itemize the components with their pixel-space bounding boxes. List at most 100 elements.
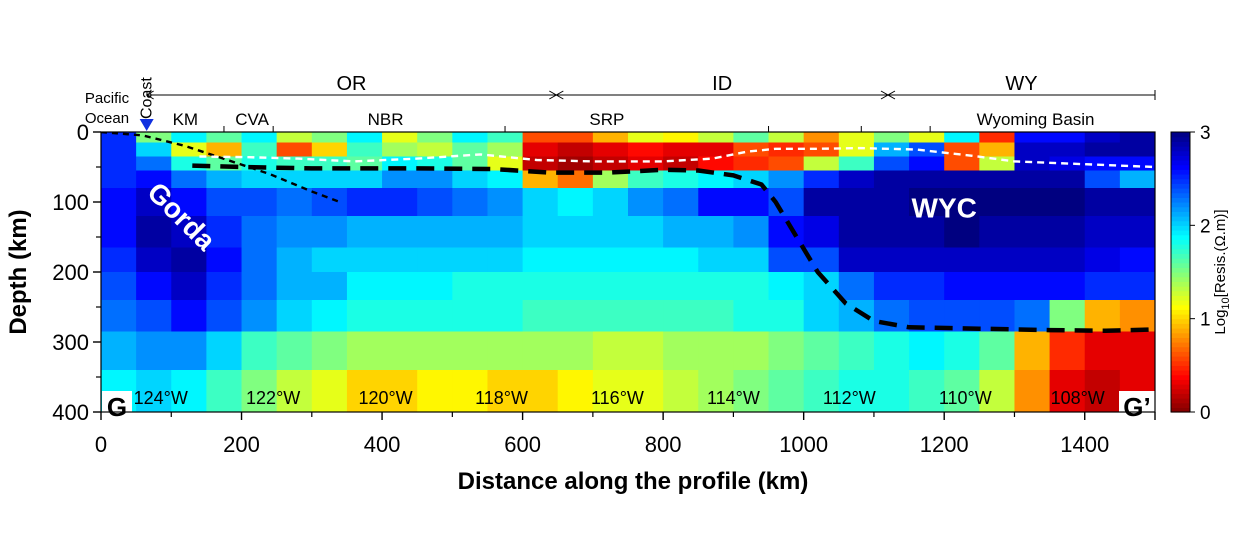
colorbar-segment [1171,272,1190,278]
heatmap-cell [557,300,594,333]
heatmap-cell [382,300,418,333]
heatmap-cell [663,142,699,158]
heatmap-cell [487,247,524,273]
heatmap-cell [1014,272,1051,301]
longitude-label: 124°W [134,388,188,408]
heatmap-cell [1049,370,1086,412]
heatmap-cell [979,247,1016,273]
y-tick-label: 100 [52,190,89,215]
colorbar-segment [1171,146,1190,152]
colorbar-segment [1171,174,1190,180]
colorbar-segment [1171,318,1190,324]
heatmap-cell [1084,370,1121,412]
heatmap-cell [768,170,805,189]
heatmap-cell [241,216,278,249]
colorbar-segment [1171,169,1190,175]
heatmap-cell [803,300,840,333]
heatmap-cell [241,370,278,412]
colorbar-segment [1171,398,1190,404]
heatmap-cell [698,216,734,249]
coast-label: Coast [139,77,156,119]
heatmap-cell [1049,216,1086,249]
heatmap-cell [1119,188,1155,217]
heatmap-cell [698,142,734,158]
heatmap-cell [452,216,489,249]
heatmap-cell [452,132,489,144]
colorbar-segment [1171,150,1190,156]
colorbar-tick-label: 1 [1200,310,1211,331]
heatmap-cell [803,170,840,189]
heatmap-cell [592,247,629,273]
heatmap-cell [136,331,172,371]
profile-end-label: G’ [1123,392,1150,422]
heatmap-cell [1014,331,1051,371]
colorbar-segment [1171,276,1190,282]
heatmap-cell [417,331,453,371]
colorbar-tick-label: 0 [1200,403,1211,424]
heatmap-cell [487,142,524,158]
heatmap-cell [276,170,313,189]
heatmap-cell [206,142,243,158]
heatmap-cell [592,216,629,249]
heatmap-cell [663,272,699,301]
heatmap-cell [733,216,770,249]
heatmap-cell [979,331,1016,371]
colorbar-segment [1171,351,1190,357]
heatmap-cell [628,142,664,158]
heatmap-cell [909,188,945,217]
heatmap-cell [1119,142,1155,158]
colorbar-segment [1171,234,1190,240]
colorbar-segment [1171,197,1190,203]
heatmap-cell [487,216,524,249]
heatmap-cell [171,188,207,217]
heatmap-cell [557,370,594,412]
heatmap-cell [698,188,734,217]
heatmap-cell [171,247,207,273]
heatmap-cell [628,188,664,217]
heatmap-cell [944,188,980,217]
heatmap-cell [417,300,453,333]
heatmap-cell [241,272,278,301]
heatmap-cell [382,216,418,249]
heatmap-cell [206,370,243,412]
x-tick-label: 800 [645,432,682,457]
colorbar-segment [1171,206,1190,212]
heatmap-cell [487,370,524,412]
heatmap-cell [838,156,875,172]
heatmap-cell [873,142,910,158]
heatmap-cell [944,370,980,412]
heatmap-cell [487,300,524,333]
heatmap-cell [346,132,383,144]
colorbar-segment [1171,258,1190,264]
heatmap-cell [452,300,489,333]
province-label: Wyoming Basin [977,110,1095,129]
heatmap-cell [206,216,243,249]
heatmap-cell [452,170,489,189]
colorbar-segment [1171,248,1190,254]
longitude-label: 108°W [1051,388,1105,408]
longitude-label: 118°W [475,388,528,408]
heatmap-cell [1084,247,1121,273]
heatmap-cell [101,272,137,301]
x-axis-title: Distance along the profile (km) [458,468,809,495]
heatmap-cell [241,331,278,371]
colorbar-segment [1171,253,1190,259]
heatmap-cell [136,156,172,172]
heatmap-cell [136,247,172,273]
profile-start-label: G [107,392,127,422]
heatmap-cell [101,216,137,249]
heatmap-cell [346,370,383,412]
heatmap-cell [206,170,243,189]
heatmap-cell [873,170,910,189]
heatmap-cell [487,156,524,172]
heatmap-cell [522,272,559,301]
heatmap-cell [101,142,137,158]
heatmap-cell [452,272,489,301]
colorbar-segment [1171,332,1190,338]
heatmap-cell [487,272,524,301]
heatmap-cell [171,170,207,189]
heatmap-cell [101,132,137,144]
heatmap-cell [1084,300,1121,333]
heatmap-cell [206,331,243,371]
heatmap-cell [1119,247,1155,273]
